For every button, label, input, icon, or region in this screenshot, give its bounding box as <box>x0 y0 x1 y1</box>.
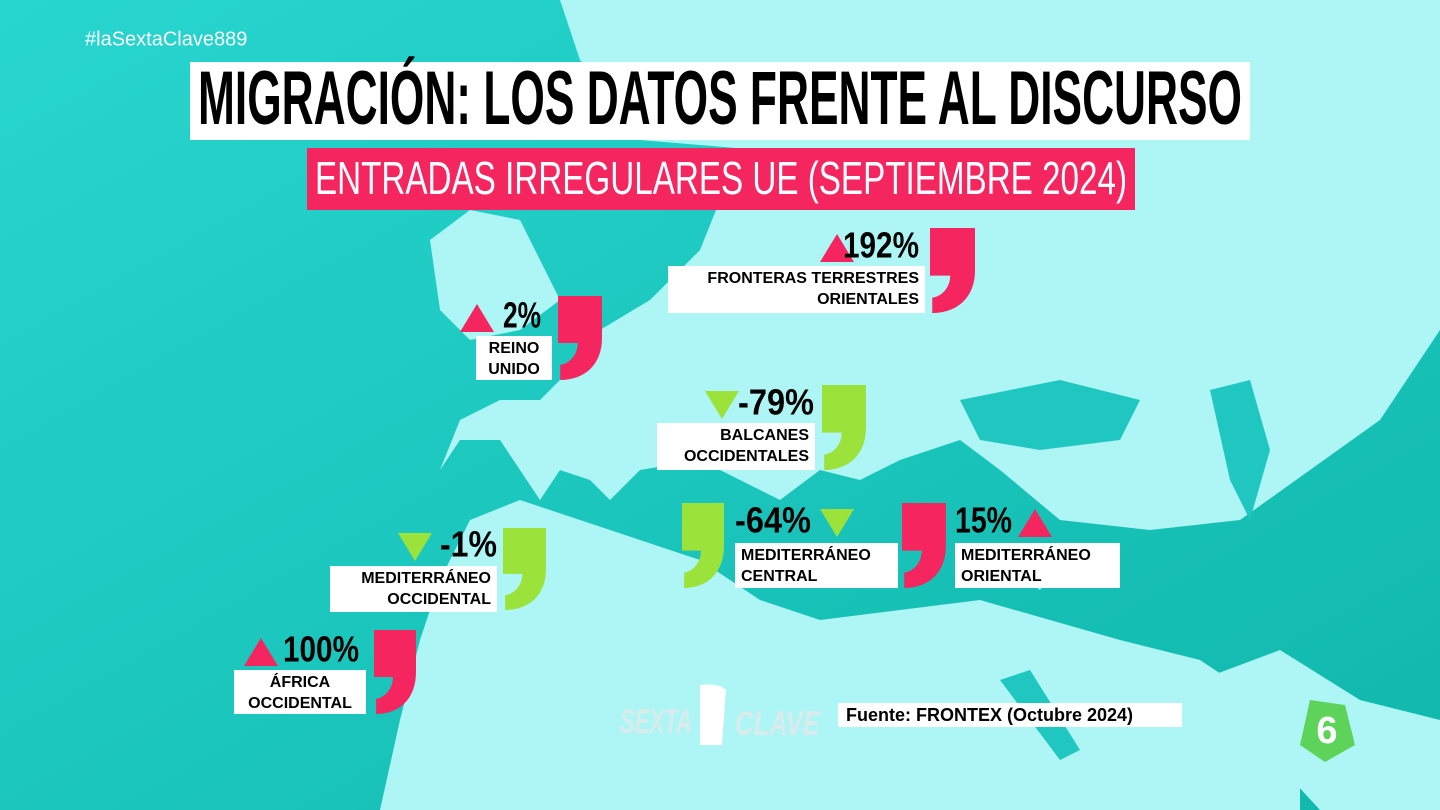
route-name: OCCIDENTAL <box>248 695 352 712</box>
route-name: ORIENTALES <box>817 291 919 308</box>
route-name: CENTRAL <box>741 568 818 585</box>
route-name: MEDITERRÁNEO <box>361 568 491 587</box>
route-name: ÁFRICA <box>270 672 331 691</box>
route-comma <box>503 528 546 610</box>
trend-arrow <box>1018 509 1052 537</box>
logo-right: CLAVE <box>735 705 821 743</box>
route-value: -64% <box>735 500 811 541</box>
logo-left: SEXTA <box>620 703 692 741</box>
route-value: 100% <box>283 629 359 670</box>
route-name: FRONTERAS TERRESTRES <box>707 270 919 287</box>
route-name: OCCIDENTAL <box>387 591 491 608</box>
trend-arrow <box>244 638 278 666</box>
route-value: 2% <box>503 295 541 336</box>
route-name: UNIDO <box>488 361 540 378</box>
route-label-box <box>234 670 366 714</box>
route-comma <box>902 503 946 588</box>
source-box <box>838 703 1182 727</box>
route-name: MEDITERRÁNEO <box>961 545 1091 564</box>
route-comma <box>374 630 416 714</box>
title-box <box>190 62 1250 140</box>
route-label-box <box>657 423 815 470</box>
route-label-box <box>735 543 898 588</box>
route-comma <box>822 385 866 470</box>
route-name: ORIENTAL <box>961 568 1042 585</box>
route-comma <box>930 228 975 313</box>
source: Fuente: FRONTEX (Octubre 2024) <box>846 705 1133 725</box>
trend-arrow <box>820 234 854 262</box>
route-comma <box>682 503 724 588</box>
route-name: OCCIDENTALES <box>684 448 809 465</box>
route-value: -79% <box>738 382 814 423</box>
title: MIGRACIÓN: LOS DATOS FRENTE AL DISCURSO <box>198 56 1242 141</box>
route-name: MEDITERRÁNEO <box>741 545 871 564</box>
trend-arrow <box>820 509 854 537</box>
trend-arrow <box>460 304 494 332</box>
route-value: -1% <box>440 524 497 565</box>
route-label-box <box>955 543 1120 588</box>
subtitle: ENTRADAS IRREGULARES UE (SEPTIEMBRE 2024… <box>315 152 1127 204</box>
route-name: REINO <box>489 340 540 357</box>
channel-label: 6 <box>1316 710 1337 752</box>
trend-arrow <box>398 533 432 561</box>
logo-mark <box>700 684 726 745</box>
route-label-box <box>330 566 497 612</box>
route-value: 15% <box>955 500 1012 541</box>
route-comma <box>558 296 602 380</box>
hashtag: #laSextaClave889 <box>85 28 247 50</box>
subtitle-box <box>307 148 1135 210</box>
route-name: BALCANES <box>720 427 809 444</box>
route-value: 192% <box>843 225 919 266</box>
route-label-box <box>476 336 552 380</box>
channel-logo <box>1300 700 1355 762</box>
route-label-box <box>668 266 925 313</box>
trend-arrow <box>705 391 739 419</box>
